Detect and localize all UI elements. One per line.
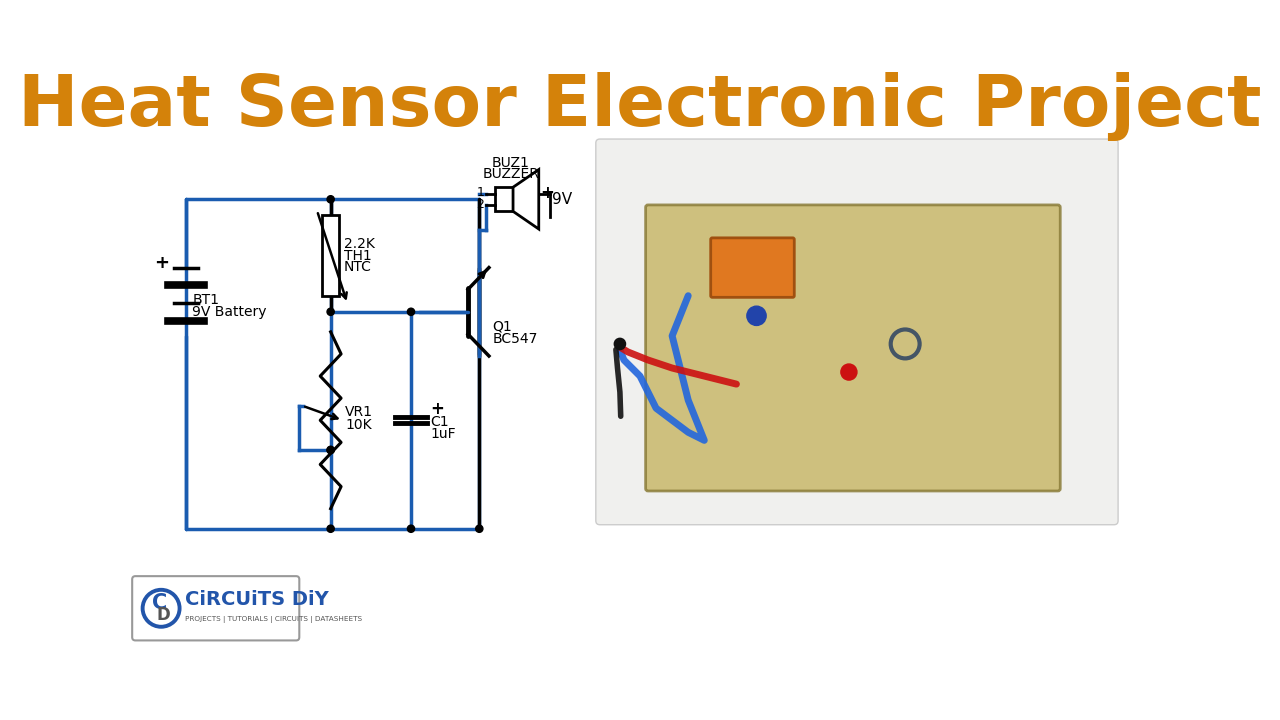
FancyBboxPatch shape — [645, 205, 1060, 491]
Text: 1uF: 1uF — [430, 427, 456, 441]
Bar — [321, 215, 339, 296]
Text: C1: C1 — [430, 415, 449, 429]
FancyBboxPatch shape — [710, 238, 795, 297]
Text: +: + — [155, 253, 169, 271]
Circle shape — [407, 525, 415, 532]
Circle shape — [326, 525, 334, 532]
Text: 9V: 9V — [552, 192, 572, 207]
Text: C: C — [152, 593, 168, 613]
Circle shape — [746, 306, 767, 325]
Text: BUZZER: BUZZER — [483, 166, 539, 181]
Text: Q1: Q1 — [492, 319, 512, 333]
Text: Heat Sensor Electronic Project: Heat Sensor Electronic Project — [18, 73, 1262, 141]
Polygon shape — [513, 170, 539, 229]
Text: 2.2K: 2.2K — [343, 238, 374, 251]
Circle shape — [614, 338, 626, 349]
Circle shape — [326, 446, 334, 454]
Text: BUZ1: BUZ1 — [492, 156, 530, 170]
Text: +: + — [540, 184, 554, 202]
Text: TH1: TH1 — [343, 248, 371, 263]
FancyBboxPatch shape — [132, 576, 300, 640]
Text: BC547: BC547 — [492, 332, 538, 346]
Circle shape — [407, 308, 415, 315]
Text: 10K: 10K — [346, 418, 371, 432]
Text: D: D — [156, 606, 170, 624]
Text: 2: 2 — [476, 197, 484, 211]
Bar — [495, 187, 513, 212]
Circle shape — [326, 446, 334, 454]
Text: NTC: NTC — [343, 260, 371, 274]
Circle shape — [326, 196, 334, 203]
Circle shape — [326, 308, 334, 315]
Text: PROJECTS | TUTORIALS | CIRCUITS | DATASHEETS: PROJECTS | TUTORIALS | CIRCUITS | DATASH… — [186, 616, 362, 624]
Text: CiRCUiTS DiY: CiRCUiTS DiY — [186, 590, 329, 609]
Text: BT1: BT1 — [192, 293, 219, 307]
Text: VR1: VR1 — [346, 405, 372, 419]
FancyBboxPatch shape — [595, 139, 1119, 525]
Text: +: + — [430, 400, 444, 418]
Text: 9V Battery: 9V Battery — [192, 305, 268, 319]
Circle shape — [841, 364, 856, 380]
Text: 1: 1 — [476, 186, 484, 199]
Circle shape — [476, 525, 483, 532]
